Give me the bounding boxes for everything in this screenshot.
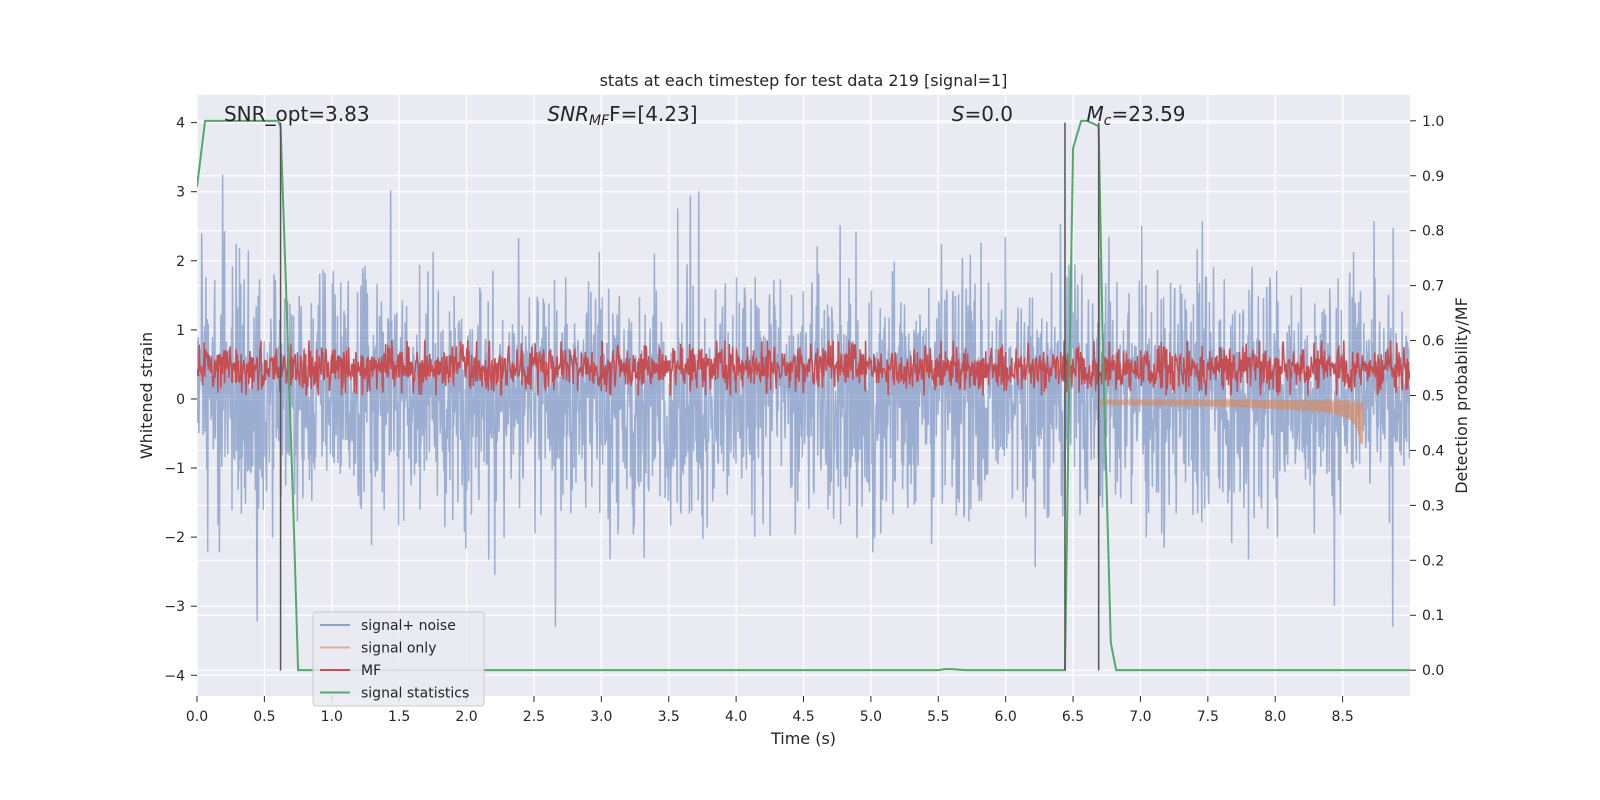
y-axis-label: Whitened strain: [137, 332, 156, 459]
x-tick-label: 1.5: [388, 709, 410, 725]
annotation-snr-mf-main: SNR: [547, 102, 589, 126]
y-right-tick-label: 0.5: [1422, 389, 1444, 405]
x-axis-label: Time (s): [770, 729, 836, 748]
x-tick-label: 2.0: [455, 709, 477, 725]
y-tick-label: −1: [164, 461, 185, 477]
series-mf: [197, 340, 1410, 396]
x-tick-label: 4.0: [725, 709, 747, 725]
annotation-mc-rest: =23.59: [1112, 102, 1186, 126]
legend-item: MF: [320, 663, 381, 679]
y-right-tick-label: 0.1: [1422, 608, 1444, 624]
annotation-mc-sub: c: [1104, 113, 1112, 129]
x-tick-label: 1.0: [321, 709, 343, 725]
legend-item: signal+ noise: [320, 618, 456, 634]
y-right-tick-label: 0.3: [1422, 498, 1444, 514]
series-layer: [197, 119, 1410, 672]
x-tick-label: 6.5: [1062, 709, 1084, 725]
legend-item: signal only: [320, 641, 436, 657]
x-tick-label: 8.5: [1331, 709, 1353, 725]
y-right-tick-label: 0.2: [1422, 553, 1444, 569]
chart-title: stats at each timestep for test data 219…: [600, 71, 1008, 90]
y-right-tick-label: 1.0: [1422, 114, 1444, 130]
legend-label: MF: [361, 663, 381, 679]
legend-label: signal statistics: [361, 686, 469, 702]
y-tick-label: 1: [176, 323, 185, 339]
x-tick-label: 5.0: [860, 709, 882, 725]
annotation-snr-opt: SNR_opt=3.83: [224, 102, 370, 126]
legend-label: signal only: [361, 641, 436, 657]
x-axis-ticks: 0.0 0.5 1.0 1.5 2.0 2.5 3.0 3.5 4.0 4.5 5.0 5.5 6.0 6…: [186, 696, 1354, 725]
x-tick-label: 6.0: [995, 709, 1017, 725]
y-tick-label: −3: [164, 599, 185, 615]
annotation-snr-mf-rest: F=[4.23]: [609, 102, 697, 126]
y-right-tick-label: 0.0: [1422, 663, 1444, 679]
annotation-snr-mf-sub: MF: [589, 113, 610, 129]
y-right-tick-label: 0.6: [1422, 334, 1444, 350]
y-axis-ticks: 4 3 2 1 0 −1 −2 −3 −4: [164, 116, 197, 684]
annotations: SNR_opt=3.83 SNRMFF=[4.23] S=0.0 Mc=23.5…: [224, 102, 1186, 129]
y-right-tick-label: 0.9: [1422, 169, 1444, 185]
x-tick-label: 7.5: [1197, 709, 1219, 725]
x-tick-label: 8.0: [1264, 709, 1286, 725]
series-signal-statistics: [197, 119, 1410, 672]
y-tick-label: 3: [176, 185, 185, 201]
annotation-s-rest: =0.0: [964, 102, 1013, 126]
legend-label: signal+ noise: [361, 618, 456, 634]
y-right-axis-ticks: 1.0 0.9 0.8 0.7 0.6 0.5 0.4 0.3 0.2 0.1 0.0: [1410, 114, 1444, 679]
x-tick-label: 3.5: [658, 709, 680, 725]
legend-item: signal statistics: [320, 686, 469, 702]
y-tick-label: −4: [164, 668, 185, 684]
annotation-s-main: S: [952, 102, 965, 126]
x-tick-label: 3.0: [590, 709, 612, 725]
vertical-lines: [279, 122, 1100, 671]
y-right-tick-label: 0.7: [1422, 279, 1444, 295]
annotation-mc: Mc=23.59: [1087, 102, 1186, 129]
x-tick-label: 0.0: [186, 709, 208, 725]
x-tick-label: 5.5: [927, 709, 949, 725]
x-tick-label: 2.5: [523, 709, 545, 725]
annotation-snr-mf: SNRMFF=[4.23]: [547, 102, 697, 129]
legend-box: [312, 611, 485, 707]
y-right-tick-label: 0.4: [1422, 443, 1444, 459]
y-right-axis-label: Detection probability/MF: [1452, 297, 1471, 494]
y-tick-label: 2: [176, 254, 185, 270]
x-tick-label: 7.0: [1129, 709, 1151, 725]
annotation-s: S=0.0: [952, 102, 1013, 126]
y-tick-label: −2: [164, 530, 185, 546]
x-tick-label: 0.5: [253, 709, 275, 725]
legend: signal+ noise signal only MF signal statist…: [312, 611, 485, 707]
series-signal-only: [1099, 396, 1364, 444]
annotation-mc-main: M: [1087, 102, 1104, 126]
y-right-tick-label: 0.8: [1422, 224, 1444, 240]
y-tick-label: 0: [176, 392, 185, 408]
y-tick-label: 4: [176, 116, 185, 132]
x-tick-label: 4.5: [792, 709, 814, 725]
